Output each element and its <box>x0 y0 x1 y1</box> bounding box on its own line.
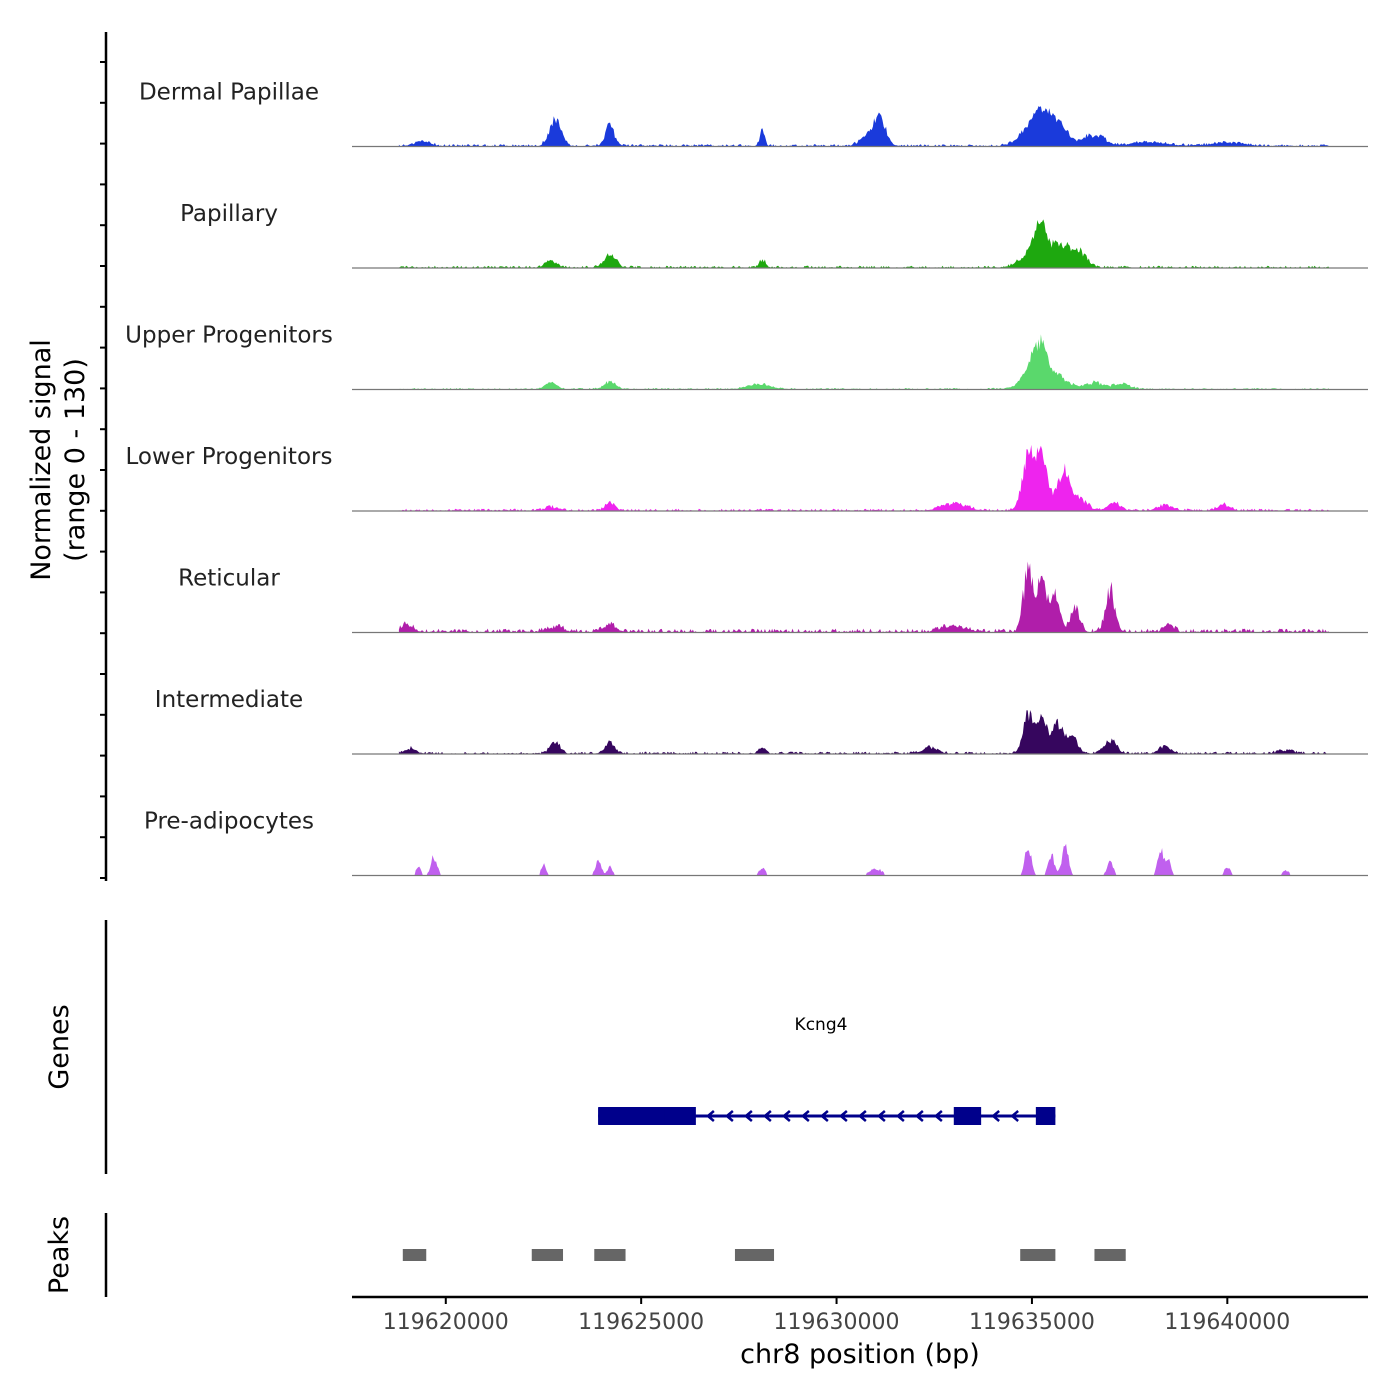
track-upper-progenitors: Upper Progenitors <box>125 323 1368 391</box>
gene-exon-thick <box>598 1108 665 1124</box>
x-axis-tick-label: 119620000 <box>383 1310 509 1335</box>
track-signal-area <box>398 444 1329 511</box>
strand-arrow <box>895 1110 905 1122</box>
signal-y-axis-ticks <box>100 61 106 879</box>
track-reticular: Reticular <box>178 561 1368 634</box>
track-label: Lower Progenitors <box>126 444 333 470</box>
track-label: Dermal Papillae <box>139 80 319 106</box>
track-label: Upper Progenitors <box>125 323 333 349</box>
y-axis-label: Normalized signal (range 0 - 130) <box>26 339 91 581</box>
gene-model-kcng4 <box>598 1107 1056 1125</box>
gene-name-label: Kcng4 <box>795 1015 848 1035</box>
x-axis-tick-label: 119640000 <box>1164 1310 1290 1335</box>
strand-arrow <box>705 1110 715 1122</box>
strand-arrow <box>933 1110 943 1122</box>
strand-arrow <box>1010 1110 1019 1122</box>
strand-arrow <box>743 1110 753 1122</box>
track-intermediate: Intermediate <box>155 687 1368 755</box>
gene-exon <box>953 1107 982 1125</box>
peak-region <box>594 1249 626 1261</box>
strand-arrow <box>914 1110 924 1122</box>
track-signal-area <box>398 219 1329 268</box>
peak-regions <box>402 1249 1126 1261</box>
x-axis-tick-label: 119635000 <box>969 1310 1095 1335</box>
genes-panel-label: Genes <box>44 1004 75 1089</box>
strand-arrow <box>800 1110 810 1122</box>
strand-arrow <box>724 1110 734 1122</box>
peak-region <box>1094 1249 1126 1261</box>
signal-tracks: Dermal Papillae Papillary Upper Progenitor… <box>125 80 1368 877</box>
track-label: Reticular <box>178 566 280 592</box>
strand-arrow <box>762 1110 772 1122</box>
track-dermal-papillae: Dermal Papillae <box>139 80 1368 148</box>
peak-region <box>402 1249 427 1261</box>
track-papillary: Papillary <box>180 201 1368 269</box>
track-signal-area <box>398 561 1329 633</box>
track-label: Intermediate <box>155 687 303 713</box>
x-axis-tick-label: 119625000 <box>578 1310 704 1335</box>
gene-exon <box>1035 1107 1056 1125</box>
strand-arrow <box>991 1110 1000 1122</box>
track-signal-area <box>398 106 1329 147</box>
peaks-panel-label: Peaks <box>44 1216 75 1294</box>
strand-arrow <box>838 1110 848 1122</box>
x-axis-tick-label: 119630000 <box>774 1310 900 1335</box>
x-axis-ticks: 119620000 119625000 119630000 119635000 1196… <box>383 1297 1290 1335</box>
track-label: Pre-adipocytes <box>144 809 314 835</box>
peak-region <box>531 1249 564 1261</box>
track-signal-area <box>398 843 1329 876</box>
track-lower-progenitors: Lower Progenitors <box>126 444 1368 512</box>
strand-arrow <box>781 1110 791 1122</box>
x-axis-label: chr8 position (bp) <box>740 1339 980 1370</box>
track-pre-adipocytes: Pre-adipocytes <box>144 809 1368 877</box>
strand-arrow <box>876 1110 886 1122</box>
y-axis-label-line1: Normalized signal <box>26 339 57 581</box>
peak-region <box>1020 1249 1056 1261</box>
track-label: Papillary <box>180 201 278 227</box>
strand-arrow <box>819 1110 829 1122</box>
y-axis-label-line2: (range 0 - 130) <box>60 358 91 562</box>
track-signal-area <box>398 710 1329 754</box>
track-signal-area <box>398 334 1329 390</box>
peak-region <box>734 1249 775 1261</box>
strand-arrow <box>857 1110 867 1122</box>
